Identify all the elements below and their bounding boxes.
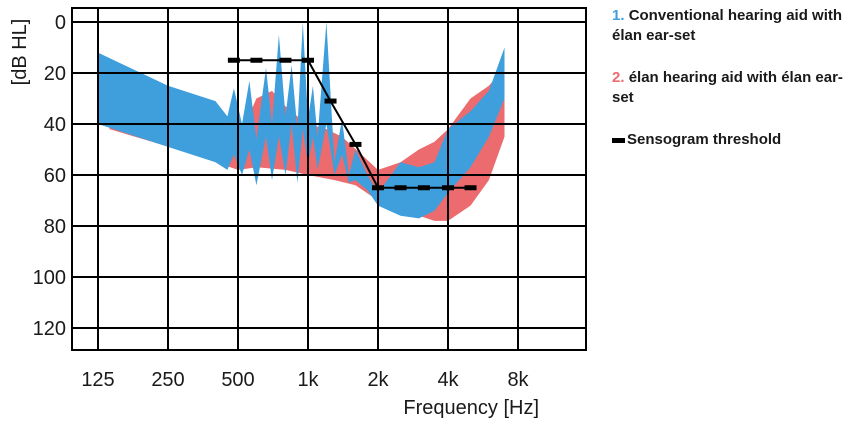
x-tick-label: 4k xyxy=(437,369,459,391)
threshold-marker xyxy=(417,185,430,191)
threshold-marker xyxy=(324,98,337,104)
threshold-marker xyxy=(394,185,407,191)
plot-frame xyxy=(71,7,587,351)
threshold-marker xyxy=(349,141,362,147)
threshold-marker xyxy=(302,57,314,63)
y-tick-label: 0 xyxy=(55,12,66,34)
y-tick-label: 120 xyxy=(33,318,66,340)
y-tick-label: 20 xyxy=(44,63,66,85)
x-tick-label: 250 xyxy=(151,369,184,391)
band-series-1 xyxy=(98,22,505,219)
threshold-marker xyxy=(464,185,477,191)
band-layer xyxy=(98,22,505,221)
legend-item-series-1: 1. Conventional hearing aid with élan ea… xyxy=(612,6,848,46)
legend-item-threshold: Sensogram threshold xyxy=(612,130,848,150)
threshold-layer xyxy=(227,57,477,191)
y-tick-label: 80 xyxy=(44,216,66,238)
x-tick-label: 125 xyxy=(81,369,114,391)
legend-number-2: 2. xyxy=(612,69,625,86)
y-tick-label: 100 xyxy=(33,267,66,289)
threshold-marker xyxy=(279,57,292,63)
x-tick-label: 8k xyxy=(507,369,529,391)
x-tick-label: 1k xyxy=(297,369,319,391)
y-axis-title: [dB HL] xyxy=(9,19,31,86)
legend-label-1: Conventional hearing aid with élan ear-s… xyxy=(612,7,843,44)
threshold-swatch-icon xyxy=(612,137,625,143)
x-axis-title: Frequency [Hz] xyxy=(403,397,539,419)
legend-label-3: Sensogram threshold xyxy=(627,131,782,148)
threshold-marker xyxy=(372,185,384,191)
legend-label-2: élan hearing aid with élan ear-set xyxy=(612,69,843,106)
x-tick-label: 500 xyxy=(221,369,254,391)
y-tick-label: 40 xyxy=(44,114,66,136)
x-tick-label: 2k xyxy=(367,369,389,391)
legend-item-series-2: 2. élan hearing aid with élan ear-set xyxy=(612,68,848,108)
threshold-marker xyxy=(442,185,454,191)
grid-layer xyxy=(71,7,587,351)
y-tick-label: 60 xyxy=(44,165,66,187)
threshold-marker xyxy=(227,57,240,63)
threshold-marker xyxy=(250,57,263,63)
tick-layer: 0 20 40 60 80 100 120 125 250 500 1k 2k 4k 8k xyxy=(33,12,530,391)
legend: 1. Conventional hearing aid with élan ea… xyxy=(612,6,848,172)
legend-number-1: 1. xyxy=(612,7,625,24)
